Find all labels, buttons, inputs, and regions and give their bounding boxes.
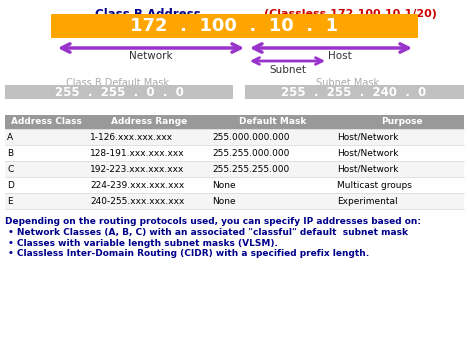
Text: Host: Host — [328, 51, 352, 61]
Text: • Classless Inter-Domain Routing (CIDR) with a specified prefix length.: • Classless Inter-Domain Routing (CIDR) … — [5, 250, 369, 258]
Bar — [5, 129, 464, 145]
Text: 1-126.xxx.xxx.xxx: 1-126.xxx.xxx.xxx — [90, 132, 173, 142]
Text: Experimental: Experimental — [337, 197, 398, 206]
Bar — [5, 145, 464, 161]
Text: 128-191.xxx.xxx.xxx: 128-191.xxx.xxx.xxx — [90, 148, 185, 158]
Text: D: D — [7, 180, 14, 190]
Text: Depending on the routing protocols used, you can specify IP addresses based on:: Depending on the routing protocols used,… — [5, 217, 421, 225]
Text: (Classless 172.100.10.1/20): (Classless 172.100.10.1/20) — [264, 9, 437, 19]
Text: A: A — [7, 132, 13, 142]
Text: Host/Network: Host/Network — [337, 148, 398, 158]
Text: 240-255.xxx.xxx.xxx: 240-255.xxx.xxx.xxx — [90, 197, 184, 206]
Text: Subnet Mask: Subnet Mask — [317, 78, 379, 88]
Text: Address Range: Address Range — [111, 118, 187, 126]
Text: B: B — [7, 148, 13, 158]
Text: Network: Network — [129, 51, 173, 61]
FancyBboxPatch shape — [51, 14, 418, 38]
Bar — [5, 115, 464, 129]
Text: Address Class: Address Class — [11, 118, 82, 126]
Bar — [5, 193, 464, 209]
Text: • Classes with variable length subnet masks (VLSM).: • Classes with variable length subnet ma… — [5, 239, 278, 247]
Text: 255  .  255  .  240  .  0: 255 . 255 . 240 . 0 — [281, 86, 427, 98]
Text: 255.255.000.000: 255.255.000.000 — [212, 148, 289, 158]
Text: Default Mask: Default Mask — [239, 118, 306, 126]
Text: 192-223.xxx.xxx.xxx: 192-223.xxx.xxx.xxx — [90, 164, 184, 174]
Text: 255.255.255.000: 255.255.255.000 — [212, 164, 289, 174]
Text: Purpose: Purpose — [381, 118, 423, 126]
Text: Class B Default Mask: Class B Default Mask — [67, 78, 169, 88]
Text: None: None — [212, 180, 235, 190]
Text: E: E — [7, 197, 13, 206]
Text: 255  .  255  .  0  .  0: 255 . 255 . 0 . 0 — [54, 86, 183, 98]
Bar — [5, 85, 233, 99]
Text: • Network Classes (A, B, C) with an associated "classful" default  subnet mask: • Network Classes (A, B, C) with an asso… — [5, 228, 408, 236]
Text: Class B Address: Class B Address — [95, 7, 201, 21]
Text: 172  .  100  .  10  .  1: 172 . 100 . 10 . 1 — [130, 17, 338, 35]
Bar — [5, 177, 464, 193]
Text: 224-239.xxx.xxx.xxx: 224-239.xxx.xxx.xxx — [90, 180, 184, 190]
Text: Multicast groups: Multicast groups — [337, 180, 412, 190]
Text: None: None — [212, 197, 235, 206]
Text: Subnet: Subnet — [270, 65, 307, 75]
Text: C: C — [7, 164, 13, 174]
Text: Host/Network: Host/Network — [337, 132, 398, 142]
Bar — [5, 161, 464, 177]
Bar — [245, 85, 464, 99]
Text: Host/Network: Host/Network — [337, 164, 398, 174]
Text: 255.000.000.000: 255.000.000.000 — [212, 132, 289, 142]
